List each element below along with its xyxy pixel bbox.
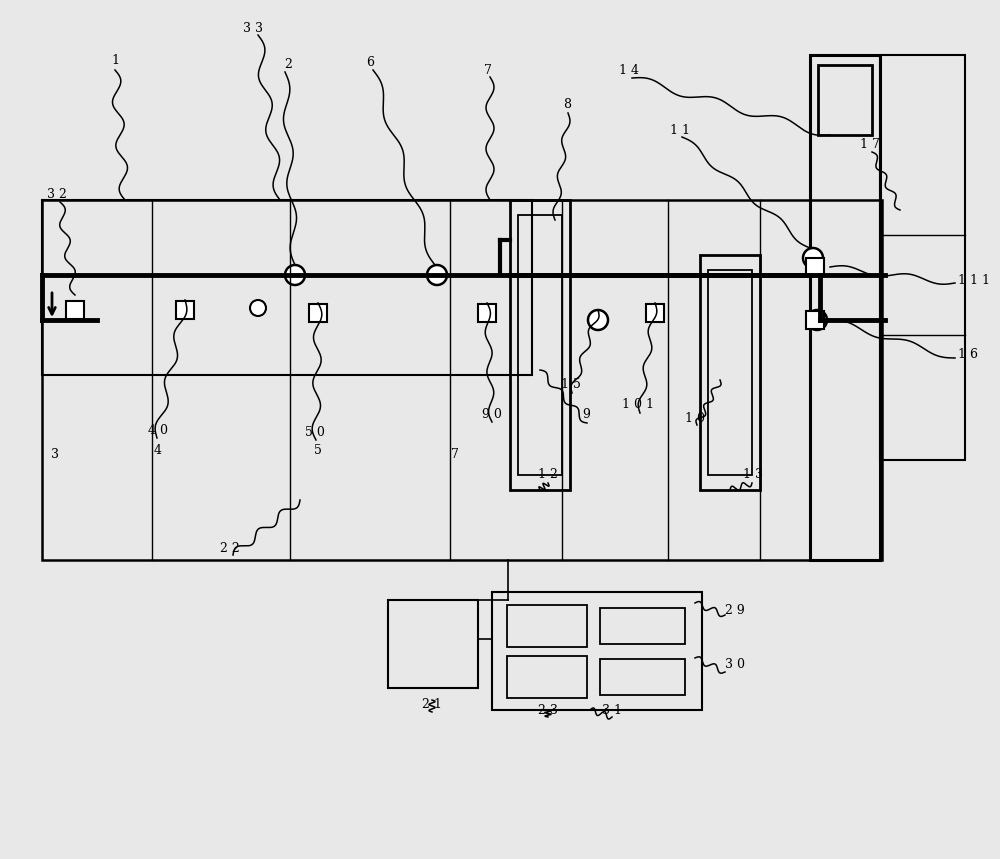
Bar xyxy=(818,65,872,135)
Text: 1 0: 1 0 xyxy=(685,411,705,424)
Text: 5: 5 xyxy=(314,443,322,456)
Bar xyxy=(806,311,824,329)
Text: 1 1: 1 1 xyxy=(670,124,690,137)
Bar xyxy=(42,200,882,560)
Text: 1 4: 1 4 xyxy=(619,64,639,76)
Text: 3 3: 3 3 xyxy=(243,21,263,34)
Text: 1 7: 1 7 xyxy=(860,138,880,151)
Bar xyxy=(507,605,587,647)
Bar xyxy=(646,304,664,322)
Text: 2 1: 2 1 xyxy=(422,698,442,711)
Text: 2 9: 2 9 xyxy=(725,604,745,617)
Bar xyxy=(66,301,84,319)
Circle shape xyxy=(250,300,266,316)
Bar xyxy=(600,659,685,695)
Bar xyxy=(507,656,587,698)
Bar xyxy=(176,301,194,319)
Bar xyxy=(478,304,496,322)
Bar xyxy=(492,592,702,710)
Circle shape xyxy=(803,248,823,268)
Text: 1 0 1: 1 0 1 xyxy=(622,399,654,411)
Text: 9 0: 9 0 xyxy=(482,409,502,422)
Bar xyxy=(708,270,752,475)
Bar xyxy=(810,55,880,560)
Text: 2: 2 xyxy=(284,58,292,71)
Text: 1: 1 xyxy=(111,53,119,66)
Text: 5 0: 5 0 xyxy=(305,427,325,440)
Bar xyxy=(309,304,327,322)
Circle shape xyxy=(588,310,608,330)
Text: 4: 4 xyxy=(154,443,162,456)
Text: 1 3: 1 3 xyxy=(743,468,763,482)
Bar xyxy=(880,55,965,460)
Bar xyxy=(42,200,532,375)
Text: 1 1 1: 1 1 1 xyxy=(958,273,990,287)
Text: 2 2: 2 2 xyxy=(220,541,240,555)
Text: 1 2: 1 2 xyxy=(538,468,558,482)
Circle shape xyxy=(427,265,447,285)
Text: 7: 7 xyxy=(484,64,492,76)
Bar xyxy=(600,608,685,644)
Text: 6: 6 xyxy=(366,57,374,70)
Text: 3 1: 3 1 xyxy=(602,704,622,716)
Text: 3 2: 3 2 xyxy=(47,188,67,202)
Circle shape xyxy=(285,265,305,285)
Text: 3 0: 3 0 xyxy=(725,659,745,672)
Text: 8: 8 xyxy=(563,99,571,112)
Bar xyxy=(806,258,824,276)
Circle shape xyxy=(807,310,827,330)
Text: 7: 7 xyxy=(451,448,459,461)
Text: 1 6: 1 6 xyxy=(958,349,978,362)
Text: 2 3: 2 3 xyxy=(538,704,558,716)
Bar xyxy=(388,600,478,688)
Bar xyxy=(518,215,562,475)
Bar xyxy=(700,255,760,490)
Text: 1 5: 1 5 xyxy=(561,379,581,392)
Bar xyxy=(510,200,570,490)
Text: 9: 9 xyxy=(582,409,590,422)
Text: 3: 3 xyxy=(51,448,59,461)
Text: 4 0: 4 0 xyxy=(148,423,168,436)
